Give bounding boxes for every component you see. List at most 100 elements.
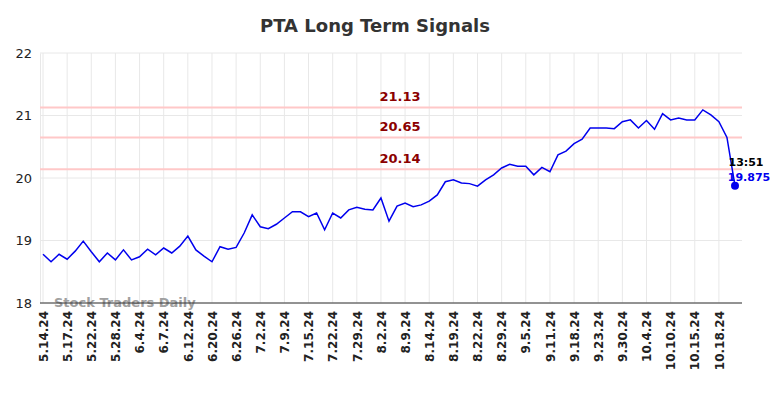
x-tick-label: 9.11.24 xyxy=(544,311,558,362)
grid-line xyxy=(646,53,647,303)
x-tick: 6.4.24 xyxy=(133,303,147,354)
y-tick-label: 21 xyxy=(15,108,32,123)
signal-level-label: 21.13 xyxy=(379,89,420,104)
grid-line xyxy=(115,53,116,303)
grid-line xyxy=(718,53,719,303)
x-tick-label: 9.5.24 xyxy=(519,311,533,354)
x-tick-label: 5.22.24 xyxy=(85,311,99,362)
x-tick: 9.18.24 xyxy=(568,303,582,362)
grid-line xyxy=(260,53,261,303)
x-tick: 6.12.24 xyxy=(182,303,196,362)
grid-line xyxy=(40,178,742,179)
grid-line xyxy=(91,53,92,303)
x-tick-label: 5.28.24 xyxy=(109,311,123,362)
grid-line xyxy=(139,53,140,303)
signal-level-label: 20.65 xyxy=(379,119,420,134)
signal-level xyxy=(40,106,742,108)
x-tick: 5.28.24 xyxy=(109,303,123,362)
y-tick: 21 xyxy=(15,108,40,123)
grid-line xyxy=(40,240,742,241)
x-tick-label: 8.2.24 xyxy=(375,311,389,354)
x-tick: 9.23.24 xyxy=(592,303,606,362)
grid-line xyxy=(187,53,188,303)
x-tick: 8.19.24 xyxy=(447,303,461,362)
x-tick: 10.4.24 xyxy=(640,303,654,362)
grid-line xyxy=(356,53,357,303)
x-tick-label: 10.4.24 xyxy=(640,311,654,362)
x-tick: 8.29.24 xyxy=(495,303,509,362)
x-tick: 8.9.24 xyxy=(399,303,413,354)
x-tick-label: 7.22.24 xyxy=(326,311,340,362)
x-tick: 8.14.24 xyxy=(423,303,437,362)
x-tick: 9.30.24 xyxy=(616,303,630,362)
x-tick-label: 10.18.24 xyxy=(713,311,727,370)
x-tick-label: 9.30.24 xyxy=(616,311,630,362)
grid-line xyxy=(43,53,44,303)
grid-line xyxy=(163,53,164,303)
x-tick: 5.17.24 xyxy=(61,303,75,362)
x-tick: 7.15.24 xyxy=(302,303,316,362)
x-tick-label: 7.29.24 xyxy=(351,311,365,362)
grid-line xyxy=(525,53,526,303)
grid-line xyxy=(598,53,599,303)
x-tick: 5.14.24 xyxy=(37,303,51,362)
y-tick: 18 xyxy=(15,296,40,311)
y-tick-label: 18 xyxy=(15,296,32,311)
x-tick-label: 8.19.24 xyxy=(447,311,461,362)
y-tick: 20 xyxy=(15,171,40,186)
y-tick-label: 22 xyxy=(15,46,32,61)
x-tick-label: 8.29.24 xyxy=(495,311,509,362)
signal-level-label: 20.14 xyxy=(379,151,420,166)
x-tick-label: 7.2.24 xyxy=(254,311,268,354)
grid-line xyxy=(477,53,478,303)
grid-line xyxy=(694,53,695,303)
x-tick-label: 6.12.24 xyxy=(182,311,196,362)
x-tick-label: 8.22.24 xyxy=(471,311,485,362)
x-axis-line xyxy=(40,303,742,304)
x-tick: 10.15.24 xyxy=(688,303,702,370)
grid-line xyxy=(308,53,309,303)
x-tick: 6.20.24 xyxy=(206,303,220,362)
x-tick-label: 9.23.24 xyxy=(592,311,606,362)
grid-line xyxy=(453,53,454,303)
signal-level xyxy=(40,136,742,138)
grid-line xyxy=(284,53,285,303)
y-tick-label: 19 xyxy=(15,233,32,248)
x-tick-label: 7.15.24 xyxy=(302,311,316,362)
last-value-label: 19.875 xyxy=(728,171,770,184)
grid-line xyxy=(236,53,237,303)
y-tick-label: 20 xyxy=(15,171,32,186)
grid-line xyxy=(670,53,671,303)
y-tick: 22 xyxy=(15,46,40,61)
x-tick-label: 5.14.24 xyxy=(37,311,51,362)
x-tick: 8.2.24 xyxy=(375,303,389,354)
x-axis: 5.14.24 5.17.24 5.22.24 5.28.24 6.4.24 6.7.24… xyxy=(37,303,742,370)
grid-line xyxy=(429,53,430,303)
x-tick: 7.9.24 xyxy=(278,303,292,354)
x-tick: 7.2.24 xyxy=(254,303,268,354)
grid-line xyxy=(40,53,742,54)
grid-line xyxy=(501,53,502,303)
x-tick-label: 10.10.24 xyxy=(664,311,678,370)
x-tick-label: 6.20.24 xyxy=(206,311,220,362)
x-tick-label: 6.4.24 xyxy=(133,311,147,354)
x-tick-label: 7.9.24 xyxy=(278,311,292,354)
x-tick: 7.29.24 xyxy=(351,303,365,362)
x-tick: 9.11.24 xyxy=(544,303,558,362)
x-tick: 7.22.24 xyxy=(326,303,340,362)
grid-line xyxy=(40,115,742,116)
grid-line xyxy=(332,53,333,303)
grid-line xyxy=(67,53,68,303)
signal-level xyxy=(40,168,742,170)
x-tick: 10.10.24 xyxy=(664,303,678,370)
title: PTA Long Term Signals xyxy=(260,15,490,36)
y-axis: 18 19 20 21 22 xyxy=(15,46,40,311)
grid-line xyxy=(622,53,623,303)
grid xyxy=(40,53,742,303)
grid-line xyxy=(211,53,212,303)
x-tick-label: 6.7.24 xyxy=(157,311,171,354)
x-tick: 6.26.24 xyxy=(230,303,244,362)
x-tick-label: 8.14.24 xyxy=(423,311,437,362)
grid-line xyxy=(40,303,742,304)
x-tick-label: 9.18.24 xyxy=(568,311,582,362)
